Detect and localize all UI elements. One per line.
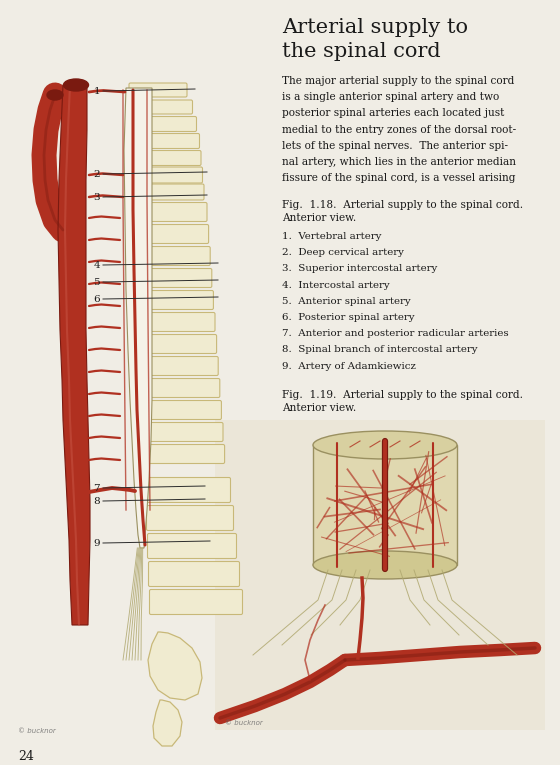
FancyBboxPatch shape: [139, 269, 212, 288]
Text: 2.  Deep cervical artery: 2. Deep cervical artery: [282, 248, 404, 257]
Text: Fig.  1.19.  Arterial supply to the spinal cord.
Anterior view.: Fig. 1.19. Arterial supply to the spinal…: [282, 390, 523, 413]
FancyBboxPatch shape: [142, 334, 217, 353]
FancyBboxPatch shape: [136, 167, 203, 183]
Text: 9: 9: [94, 539, 100, 548]
Text: 1.  Vertebral artery: 1. Vertebral artery: [282, 232, 381, 241]
FancyBboxPatch shape: [136, 184, 204, 200]
FancyBboxPatch shape: [139, 246, 210, 265]
Text: © bucknor: © bucknor: [225, 720, 263, 726]
Ellipse shape: [313, 551, 457, 579]
FancyBboxPatch shape: [133, 116, 197, 132]
FancyBboxPatch shape: [137, 203, 207, 222]
Text: 24: 24: [18, 750, 34, 763]
Polygon shape: [153, 700, 182, 746]
Polygon shape: [58, 85, 90, 625]
Text: 9.  Artery of Adamkiewicz: 9. Artery of Adamkiewicz: [282, 362, 416, 370]
Text: fissure of the spinal cord, is a vessel arising: fissure of the spinal cord, is a vessel …: [282, 173, 516, 183]
Text: nal artery, which lies in the anterior median: nal artery, which lies in the anterior m…: [282, 157, 516, 167]
FancyBboxPatch shape: [129, 83, 187, 97]
Text: medial to the entry zones of the dorsal root-: medial to the entry zones of the dorsal …: [282, 125, 516, 135]
FancyBboxPatch shape: [147, 506, 234, 530]
FancyBboxPatch shape: [146, 477, 231, 503]
Text: Fig.  1.18.  Arterial supply to the spinal cord.
Anterior view.: Fig. 1.18. Arterial supply to the spinal…: [282, 200, 523, 223]
FancyBboxPatch shape: [144, 401, 221, 419]
Polygon shape: [148, 632, 202, 700]
Text: The major arterial supply to the spinal cord: The major arterial supply to the spinal …: [282, 76, 515, 86]
FancyBboxPatch shape: [148, 562, 240, 587]
Text: 6.  Posterior spinal artery: 6. Posterior spinal artery: [282, 313, 414, 322]
Text: 1: 1: [94, 86, 100, 96]
Text: 5: 5: [94, 278, 100, 287]
Text: 3.  Superior intercostal artery: 3. Superior intercostal artery: [282, 265, 437, 273]
Text: is a single anterior spinal artery and two: is a single anterior spinal artery and t…: [282, 93, 500, 103]
Text: 4.  Intercostal artery: 4. Intercostal artery: [282, 281, 390, 290]
Ellipse shape: [47, 90, 63, 100]
Polygon shape: [124, 88, 152, 548]
FancyBboxPatch shape: [145, 422, 223, 441]
Text: 8: 8: [94, 496, 100, 506]
FancyBboxPatch shape: [135, 151, 201, 165]
FancyBboxPatch shape: [138, 224, 208, 243]
FancyBboxPatch shape: [140, 291, 213, 310]
Ellipse shape: [63, 79, 88, 91]
Text: Arterial supply to
the spinal cord: Arterial supply to the spinal cord: [282, 18, 468, 60]
FancyBboxPatch shape: [134, 134, 199, 148]
FancyBboxPatch shape: [141, 312, 215, 331]
Text: lets of the spinal nerves.  The anterior spi-: lets of the spinal nerves. The anterior …: [282, 141, 508, 151]
FancyBboxPatch shape: [150, 590, 242, 614]
Text: 3: 3: [94, 193, 100, 201]
FancyBboxPatch shape: [132, 100, 193, 114]
FancyBboxPatch shape: [143, 356, 218, 376]
Bar: [313, 445, 457, 565]
Text: 8.  Spinal branch of intercostal artery: 8. Spinal branch of intercostal artery: [282, 346, 478, 354]
Text: 2: 2: [94, 170, 100, 178]
Text: posterior spinal arteries each located just: posterior spinal arteries each located j…: [282, 109, 505, 119]
FancyBboxPatch shape: [146, 444, 225, 464]
Text: 5.  Anterior spinal artery: 5. Anterior spinal artery: [282, 297, 410, 306]
Text: © bucknor: © bucknor: [18, 728, 56, 734]
Ellipse shape: [313, 431, 457, 459]
Text: 7: 7: [94, 483, 100, 493]
Text: 6: 6: [94, 295, 100, 304]
FancyBboxPatch shape: [147, 533, 236, 558]
Text: 7.  Anterior and posterior radicular arteries: 7. Anterior and posterior radicular arte…: [282, 329, 508, 338]
Text: 4: 4: [94, 261, 100, 269]
FancyBboxPatch shape: [143, 379, 220, 398]
Bar: [215, 420, 545, 730]
